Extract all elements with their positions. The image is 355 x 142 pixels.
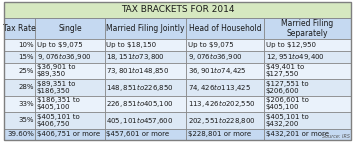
Text: Married Filing
Separately: Married Filing Separately — [281, 19, 334, 38]
Text: $432,201 or more: $432,201 or more — [266, 131, 328, 137]
Bar — [186, 96, 264, 112]
Text: $73,801 to $148,850: $73,801 to $148,850 — [106, 65, 170, 76]
Bar — [186, 18, 264, 39]
Bar — [105, 63, 186, 79]
Bar — [4, 63, 36, 79]
Bar — [36, 39, 105, 51]
Text: $18,151 to $73,800: $18,151 to $73,800 — [106, 51, 165, 62]
Text: Up to $9,075: Up to $9,075 — [187, 42, 233, 48]
Bar — [36, 18, 105, 39]
Bar — [36, 63, 105, 79]
Bar — [4, 51, 36, 63]
Text: $89,351 to
$186,350: $89,351 to $186,350 — [37, 81, 75, 94]
Bar — [4, 18, 36, 39]
Text: 35%: 35% — [18, 117, 34, 123]
Bar — [4, 96, 36, 112]
Bar — [36, 79, 105, 96]
Text: $127,551 to
$206,600: $127,551 to $206,600 — [266, 81, 308, 94]
Text: Single: Single — [58, 24, 82, 33]
Text: Source: IRS: Source: IRS — [322, 134, 350, 139]
Bar — [264, 79, 351, 96]
Text: $202,551 to $228,800: $202,551 to $228,800 — [187, 115, 255, 126]
Bar — [36, 112, 105, 129]
Text: $74,426 to $113,425: $74,426 to $113,425 — [187, 82, 251, 93]
Text: $49,401 to
$127,550: $49,401 to $127,550 — [266, 64, 304, 77]
Bar — [4, 79, 36, 96]
Text: 39.60%: 39.60% — [7, 131, 34, 137]
Bar — [264, 18, 351, 39]
Text: $36,901 to $74,425: $36,901 to $74,425 — [187, 65, 246, 76]
Bar — [264, 129, 351, 140]
Text: 28%: 28% — [18, 84, 34, 90]
Bar — [264, 63, 351, 79]
Bar — [186, 79, 264, 96]
Bar — [186, 112, 264, 129]
Bar — [105, 39, 186, 51]
Bar — [105, 112, 186, 129]
Text: $228,801 or more: $228,801 or more — [187, 131, 251, 137]
Text: $405,101 to
$432,200: $405,101 to $432,200 — [266, 114, 308, 127]
Text: TAX BRACKETS FOR 2014: TAX BRACKETS FOR 2014 — [121, 5, 234, 14]
Bar — [186, 39, 264, 51]
Bar — [4, 2, 351, 18]
Bar — [264, 39, 351, 51]
Text: $457,601 or more: $457,601 or more — [106, 131, 169, 137]
Text: 10%: 10% — [18, 42, 34, 48]
Bar — [105, 79, 186, 96]
Bar — [264, 112, 351, 129]
Text: Up to $18,150: Up to $18,150 — [106, 42, 156, 48]
Bar — [105, 51, 186, 63]
Text: $148,851 to $226,850: $148,851 to $226,850 — [106, 82, 174, 93]
Text: $406,751 or more: $406,751 or more — [37, 131, 100, 137]
Text: $36,901 to
$89,350: $36,901 to $89,350 — [37, 64, 75, 77]
Text: $9,076 to $36,900: $9,076 to $36,900 — [37, 51, 91, 62]
Text: $9,076 to $36,900: $9,076 to $36,900 — [187, 51, 242, 62]
Bar — [36, 129, 105, 140]
Bar — [264, 96, 351, 112]
Text: 33%: 33% — [18, 101, 34, 107]
Bar — [4, 39, 36, 51]
Bar — [4, 129, 36, 140]
Text: Head of Household: Head of Household — [189, 24, 261, 33]
Text: Married Filing Jointly: Married Filing Jointly — [106, 24, 185, 33]
Text: Up to $12,950: Up to $12,950 — [266, 42, 316, 48]
Text: $186,351 to
$405,100: $186,351 to $405,100 — [37, 97, 80, 110]
Bar — [264, 51, 351, 63]
Bar — [186, 51, 264, 63]
Text: $405,101 to
$406,750: $405,101 to $406,750 — [37, 114, 80, 127]
Text: $405,101 to $457,600: $405,101 to $457,600 — [106, 115, 174, 126]
Text: $226,851 to $405,100: $226,851 to $405,100 — [106, 98, 174, 109]
Text: $113,426 to $202,550: $113,426 to $202,550 — [187, 98, 255, 109]
Bar — [4, 112, 36, 129]
Bar — [105, 96, 186, 112]
Bar — [36, 51, 105, 63]
Bar — [105, 129, 186, 140]
Bar — [186, 63, 264, 79]
Bar — [105, 18, 186, 39]
Text: 25%: 25% — [19, 68, 34, 74]
Text: Tax Rate: Tax Rate — [4, 24, 36, 33]
Bar — [36, 96, 105, 112]
Text: 15%: 15% — [18, 54, 34, 60]
Text: $12,951 to $49,400: $12,951 to $49,400 — [266, 51, 324, 62]
Bar — [186, 129, 264, 140]
Text: $206,601 to
$405,100: $206,601 to $405,100 — [266, 97, 308, 110]
Text: Up to $9,075: Up to $9,075 — [37, 42, 82, 48]
